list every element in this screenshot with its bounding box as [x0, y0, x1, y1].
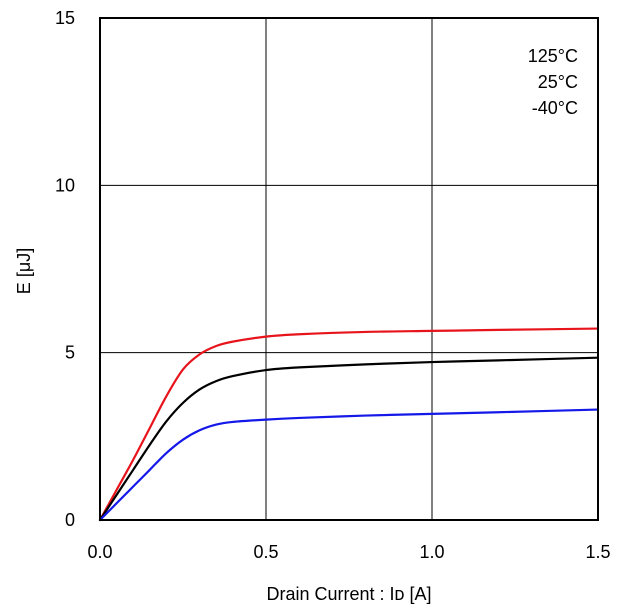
y-axis-title: E [μJ] [14, 248, 34, 294]
series-group [98, 327, 600, 522]
x-tick-label: 0.0 [87, 542, 112, 562]
x-tick-label: 1.0 [419, 542, 444, 562]
y-tick-label: 15 [55, 8, 75, 28]
x-tick-labels: 0.0 0.5 1.0 1.5 [87, 542, 610, 562]
legend-entry: -40°C [532, 98, 578, 118]
x-tick-label: 0.5 [253, 542, 278, 562]
series-line-125c [98, 327, 600, 522]
series-line-25c [98, 356, 600, 522]
series-line--40c [98, 408, 600, 522]
y-tick-label: 0 [65, 510, 75, 530]
y-tick-label: 10 [55, 175, 75, 195]
legend-entry: 25°C [538, 72, 578, 92]
y-tick-labels: 0 5 10 15 [55, 8, 75, 530]
grid [100, 18, 598, 520]
x-tick-label: 1.5 [585, 542, 610, 562]
x-axis-title: Drain Current : Iᴅ [A] [267, 584, 432, 604]
legend-entry: 125°C [528, 46, 578, 66]
legend: 125°C 25°C -40°C [528, 46, 578, 118]
plot-frame [99, 17, 599, 521]
y-tick-label: 5 [65, 343, 75, 363]
